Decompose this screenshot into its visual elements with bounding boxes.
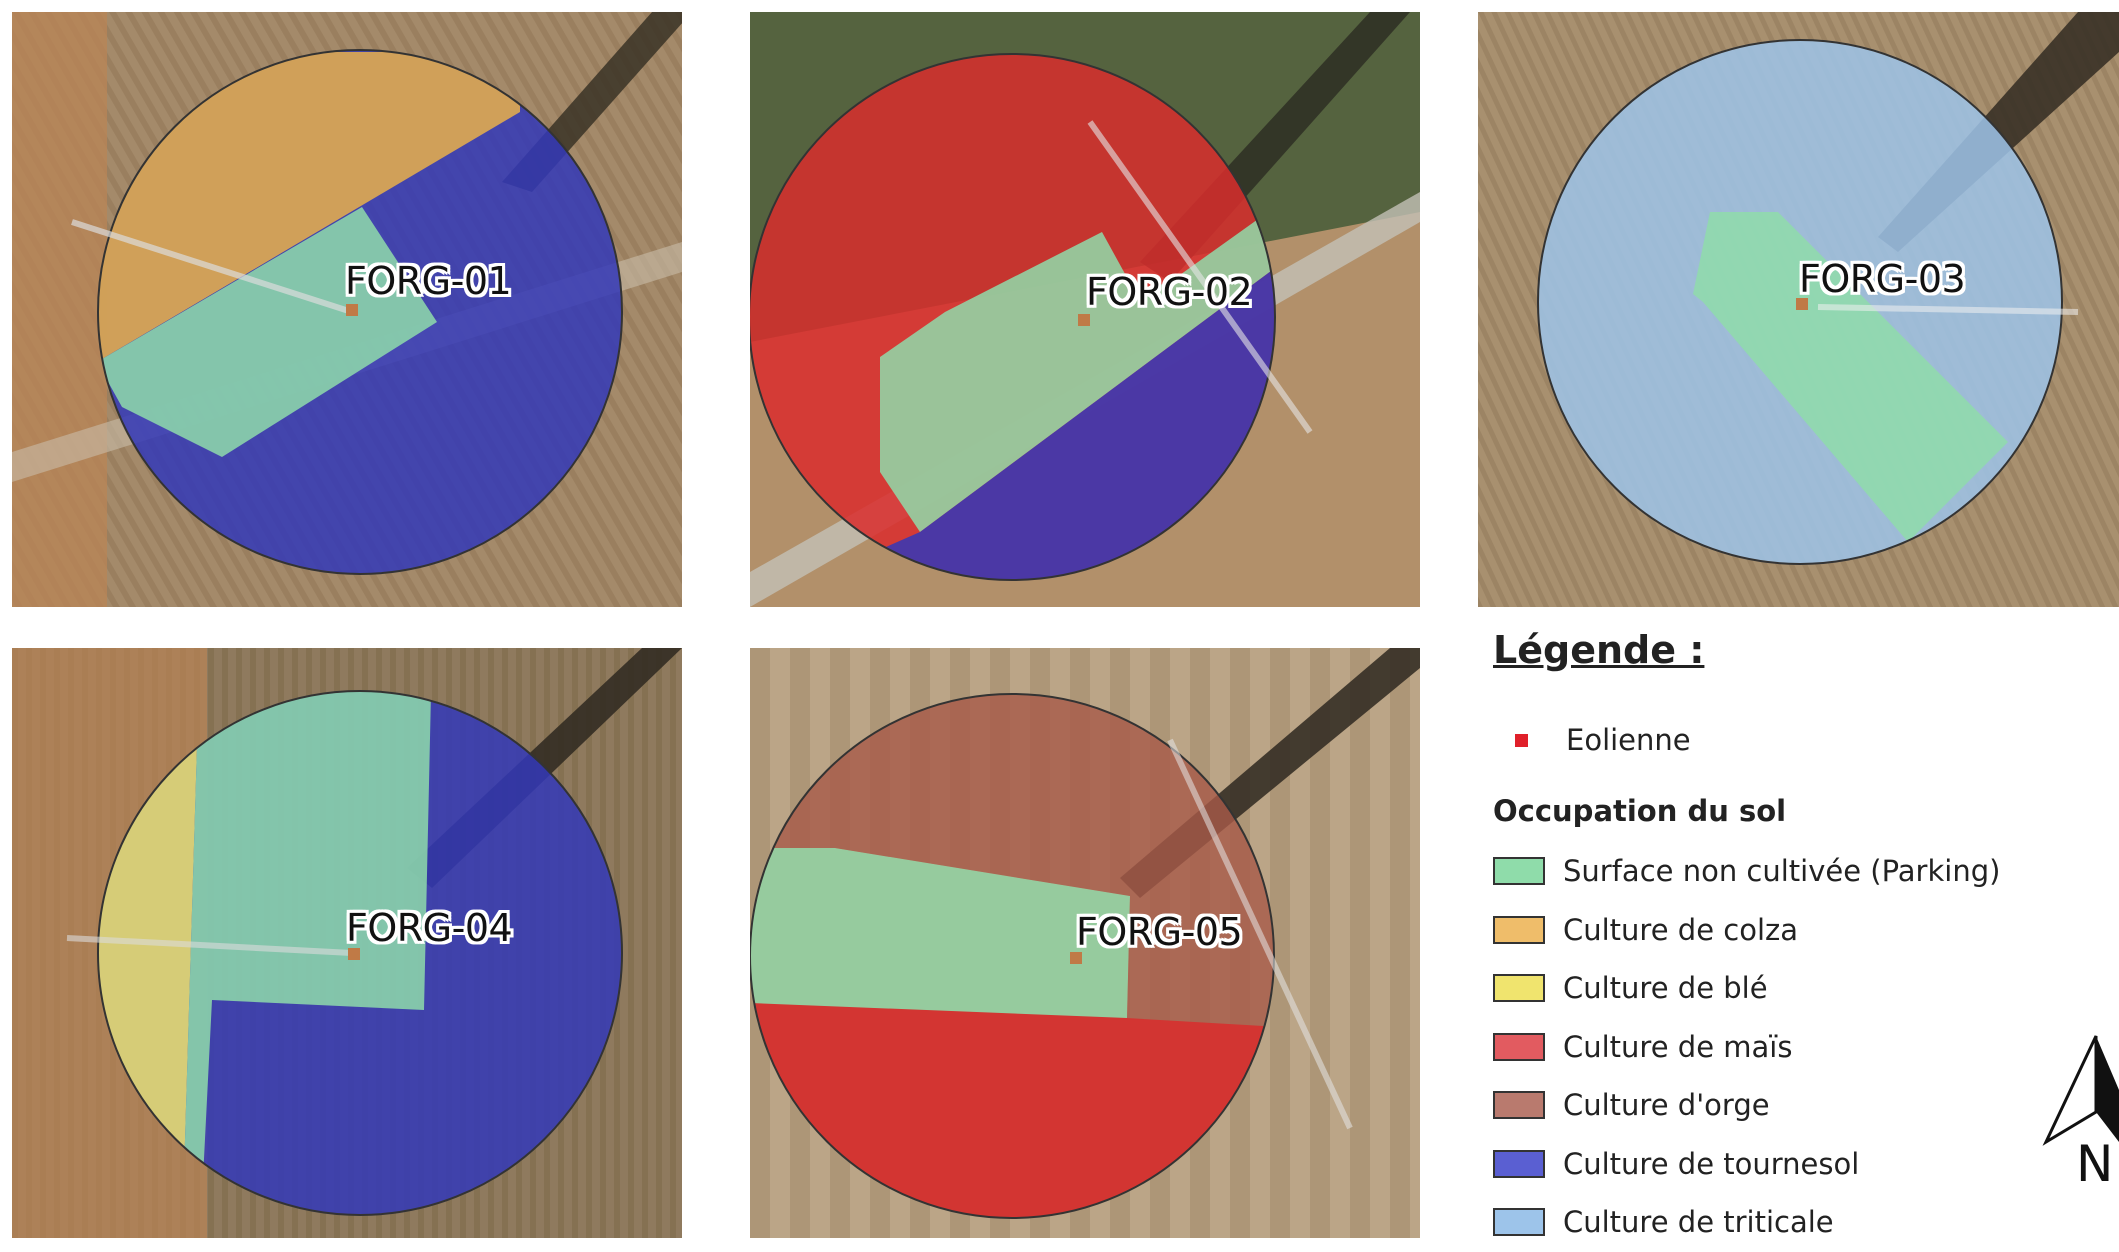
legend-item-label: Culture de colza bbox=[1563, 912, 1798, 947]
turbine-marker bbox=[1796, 298, 1808, 310]
turbine-marker bbox=[1078, 314, 1090, 326]
site-label-forg-04: FORG-04 bbox=[346, 906, 513, 950]
legend-swatch bbox=[1493, 1091, 1545, 1120]
legend-item-label: Culture de blé bbox=[1563, 971, 1768, 1006]
legend-item: Culture de blé bbox=[1493, 959, 2000, 1018]
legend-swatch bbox=[1493, 1208, 1545, 1237]
map-panel-forg-02: FORG-02 bbox=[750, 12, 1420, 607]
legend-list: Surface non cultivée (Parking) Culture de… bbox=[1493, 842, 2000, 1252]
aerial-map-forg-04 bbox=[12, 648, 682, 1238]
aerial-map-forg-03 bbox=[1478, 12, 2119, 607]
turbine-marker bbox=[346, 304, 358, 316]
map-panel-forg-03: FORG-03 bbox=[1478, 12, 2119, 607]
legend-item: Culture de triticale bbox=[1493, 1193, 2000, 1252]
legend-swatch bbox=[1493, 1149, 1545, 1178]
legend-item-label: Culture de maïs bbox=[1563, 1029, 1793, 1064]
legend-item-label: Surface non cultivée (Parking) bbox=[1563, 854, 2001, 889]
site-label-forg-01: FORG-01 bbox=[345, 259, 512, 303]
aerial-map-forg-02 bbox=[750, 12, 1420, 607]
legend: Légende : Eolienne Occupation du sol Sur… bbox=[1493, 628, 2033, 1239]
legend-item: Culture d'orge bbox=[1493, 1076, 2000, 1135]
legend-turbine-entry: Eolienne bbox=[1493, 720, 1691, 760]
legend-item-label: Culture d'orge bbox=[1563, 1088, 1770, 1123]
land-use-circle-forg-02 bbox=[750, 54, 1275, 580]
north-arrow-icon bbox=[2042, 1035, 2119, 1146]
turbine-marker bbox=[1070, 952, 1082, 964]
map-panel-forg-05: FORG-05 bbox=[750, 648, 1420, 1243]
aerial-map-forg-01 bbox=[12, 12, 682, 607]
legend-item: Culture de colza bbox=[1493, 901, 2000, 960]
legend-item-label: Culture de tournesol bbox=[1563, 1146, 1860, 1181]
map-panel-forg-04: FORG-04 bbox=[12, 648, 682, 1243]
aerial-map-forg-05 bbox=[750, 648, 1420, 1238]
legend-swatch bbox=[1493, 915, 1545, 944]
legend-item: Surface non cultivée (Parking) bbox=[1493, 842, 2000, 901]
site-label-forg-02: FORG-02 bbox=[1086, 270, 1253, 314]
site-label-forg-03: FORG-03 bbox=[1799, 257, 1966, 301]
land-use-circle-forg-01 bbox=[98, 50, 622, 574]
legend-swatch bbox=[1493, 1032, 1545, 1061]
legend-swatch bbox=[1493, 857, 1545, 886]
legend-turbine-label: Eolienne bbox=[1566, 723, 1691, 757]
site-label-forg-05: FORG-05 bbox=[1076, 910, 1243, 954]
legend-swatch bbox=[1493, 974, 1545, 1003]
north-label: N bbox=[2076, 1135, 2114, 1193]
turbine-symbol bbox=[1515, 733, 1528, 747]
legend-item: Culture de maïs bbox=[1493, 1018, 2000, 1077]
legend-item: Culture de tournesol bbox=[1493, 1135, 2000, 1194]
turbine-marker bbox=[348, 948, 360, 960]
legend-item-label: Culture de triticale bbox=[1563, 1205, 1834, 1240]
legend-subtitle: Occupation du sol bbox=[1493, 794, 1787, 828]
legend-title: Légende : bbox=[1493, 628, 1705, 672]
map-panel-forg-01: FORG-01 bbox=[12, 12, 682, 607]
